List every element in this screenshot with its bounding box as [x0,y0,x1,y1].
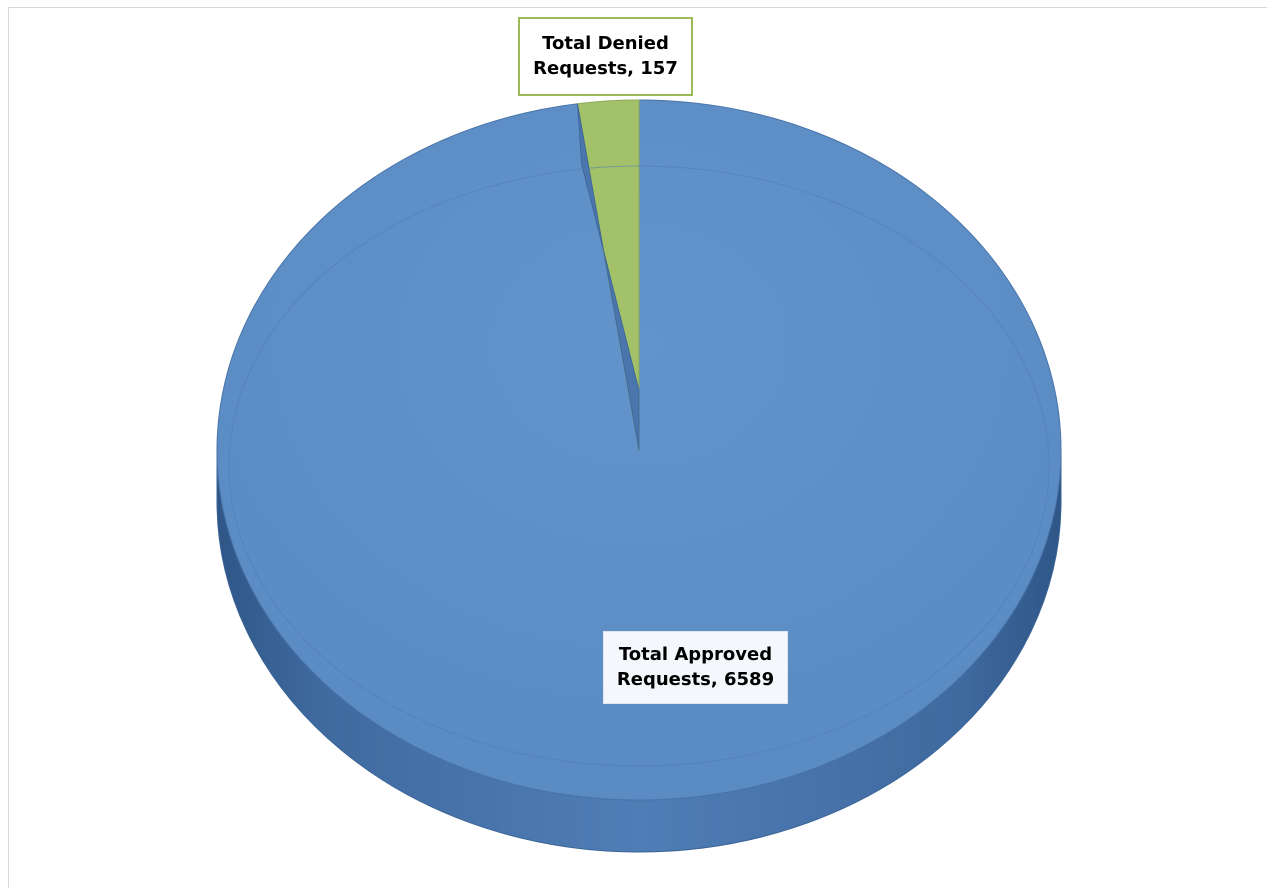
data-label-approved-line2: Requests, 6589 [616,669,775,690]
data-label-denied-line1: Total Denied [542,33,669,54]
pie-slice-cut-face [577,103,640,451]
data-label-denied-line2: Requests, 157 [533,58,678,79]
data-label-approved-line1: Total Approved [618,644,773,665]
data-label-denied: Total Denied Requests, 157 [518,17,693,96]
pie-top-bevel [228,165,1050,767]
data-label-approved: Total Approved Requests, 6589 [603,631,788,704]
